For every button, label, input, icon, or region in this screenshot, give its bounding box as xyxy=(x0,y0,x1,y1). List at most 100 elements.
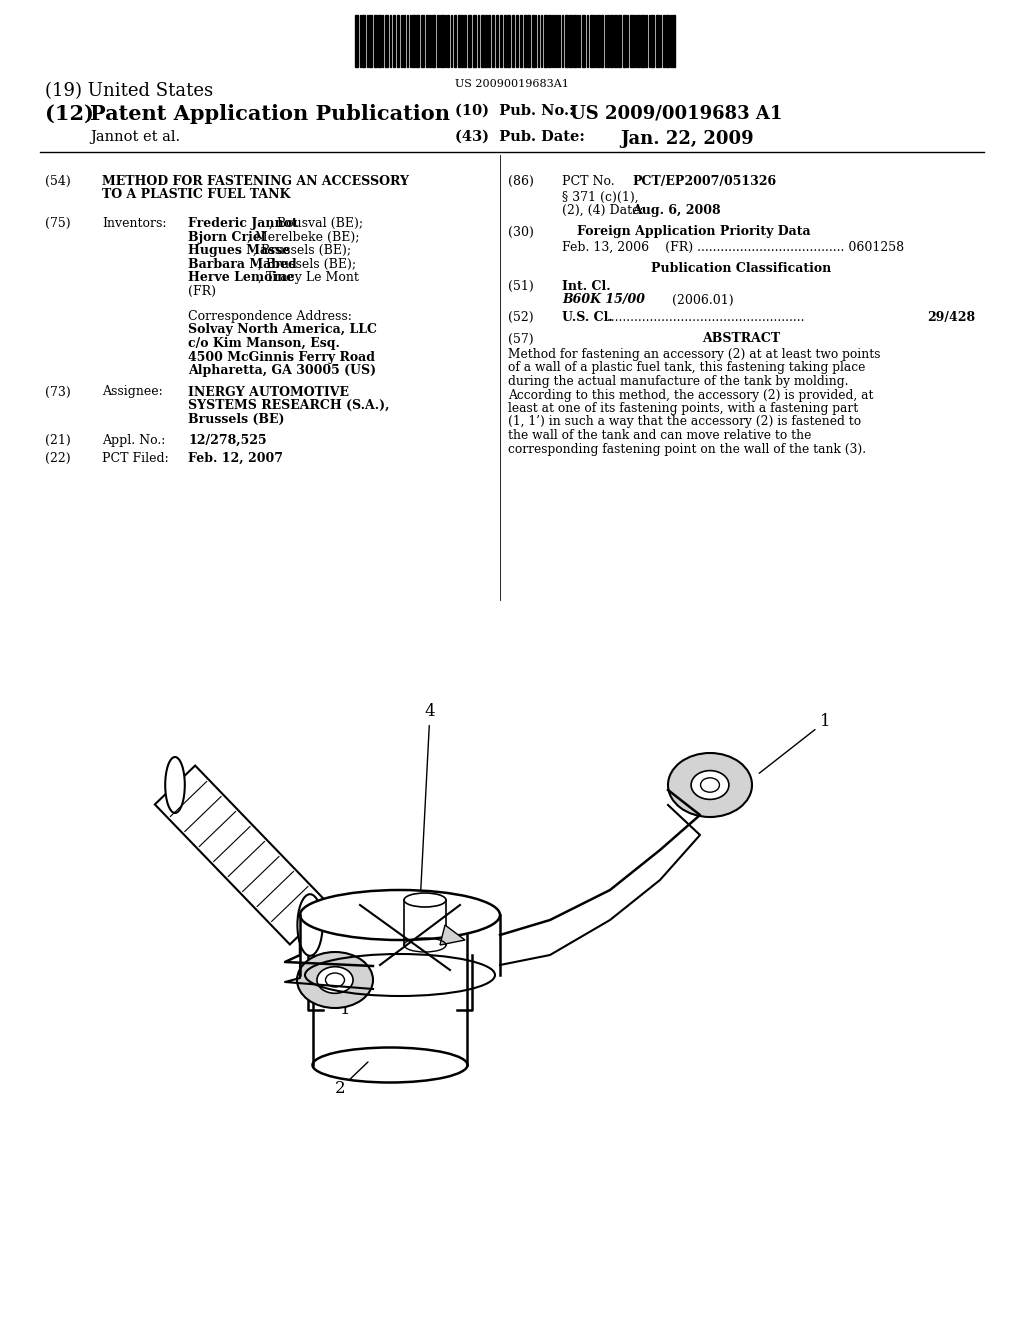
Bar xyxy=(504,15,506,67)
Text: According to this method, the accessory (2) is provided, at: According to this method, the accessory … xyxy=(508,388,873,401)
Bar xyxy=(520,15,522,67)
Text: (57): (57) xyxy=(508,333,534,346)
Bar xyxy=(426,15,428,67)
Bar xyxy=(672,15,675,67)
Bar xyxy=(369,15,372,67)
Bar xyxy=(623,15,626,67)
Text: 1: 1 xyxy=(313,991,350,1019)
Text: TO A PLASTIC FUEL TANK: TO A PLASTIC FUEL TANK xyxy=(102,189,291,202)
Ellipse shape xyxy=(404,894,446,907)
Bar xyxy=(532,15,534,67)
Text: Jannot et al.: Jannot et al. xyxy=(90,129,180,144)
Bar xyxy=(597,15,600,67)
Text: 4: 4 xyxy=(420,704,435,903)
Bar xyxy=(512,15,514,67)
Bar xyxy=(496,15,498,67)
Text: Alpharetta, GA 30005 (US): Alpharetta, GA 30005 (US) xyxy=(188,364,376,378)
Text: ....................................................: ........................................… xyxy=(604,312,806,323)
Bar xyxy=(488,15,490,67)
Bar xyxy=(641,15,644,67)
Text: Feb. 12, 2007: Feb. 12, 2007 xyxy=(188,451,283,465)
Text: (FR): (FR) xyxy=(188,285,216,297)
Text: (43)  Pub. Date:: (43) Pub. Date: xyxy=(455,129,585,144)
Text: 29/428: 29/428 xyxy=(927,312,975,323)
Text: Aug. 6, 2008: Aug. 6, 2008 xyxy=(632,205,721,216)
Bar xyxy=(492,15,494,67)
Bar xyxy=(614,15,617,67)
Ellipse shape xyxy=(300,890,500,940)
Text: (52): (52) xyxy=(508,312,534,323)
Text: (19) United States: (19) United States xyxy=(45,82,213,100)
Text: Solvay North America, LLC: Solvay North America, LLC xyxy=(188,323,377,337)
Text: US 20090019683A1: US 20090019683A1 xyxy=(455,79,569,88)
Text: the wall of the tank and can move relative to the: the wall of the tank and can move relati… xyxy=(508,429,811,442)
Bar xyxy=(421,15,424,67)
Bar xyxy=(582,15,585,67)
Bar xyxy=(385,15,388,67)
Text: Appl. No.:: Appl. No.: xyxy=(102,434,165,447)
Bar xyxy=(607,15,609,67)
Text: Barbara Mabed: Barbara Mabed xyxy=(188,257,297,271)
Text: (2006.01): (2006.01) xyxy=(672,293,733,306)
Text: Foreign Application Priority Data: Foreign Application Priority Data xyxy=(577,226,811,239)
Bar xyxy=(441,15,444,67)
Bar xyxy=(378,15,381,67)
Bar xyxy=(473,15,476,67)
Bar xyxy=(454,15,456,67)
Bar xyxy=(666,15,669,67)
Text: (12): (12) xyxy=(45,104,94,124)
Text: METHOD FOR FASTENING AN ACCESSORY: METHOD FOR FASTENING AN ACCESSORY xyxy=(102,176,409,187)
Text: Hugues Masse: Hugues Masse xyxy=(188,244,290,257)
Bar xyxy=(447,15,449,67)
Text: Publication Classification: Publication Classification xyxy=(651,263,831,276)
Text: 1: 1 xyxy=(759,713,830,774)
Bar xyxy=(464,15,466,67)
Bar xyxy=(516,15,518,67)
Bar xyxy=(618,15,621,67)
Bar xyxy=(461,15,463,67)
Bar xyxy=(374,15,377,67)
Text: during the actual manufacture of the tank by molding.: during the actual manufacture of the tan… xyxy=(508,375,849,388)
Text: (73): (73) xyxy=(45,385,71,399)
Bar xyxy=(393,15,395,67)
Text: , Brussels (BE);: , Brussels (BE); xyxy=(258,257,356,271)
Text: (22): (22) xyxy=(45,451,71,465)
Bar xyxy=(656,15,659,67)
Text: , Tracy Le Mont: , Tracy Le Mont xyxy=(258,271,359,284)
Text: U.S. Cl.: U.S. Cl. xyxy=(562,312,612,323)
Text: Feb. 13, 2006    (FR) ...................................... 0601258: Feb. 13, 2006 (FR) .....................… xyxy=(562,242,904,253)
Bar xyxy=(362,15,365,67)
Bar xyxy=(573,15,575,67)
Text: c/o Kim Manson, Esq.: c/o Kim Manson, Esq. xyxy=(188,337,340,350)
Text: Inventors:: Inventors: xyxy=(102,216,167,230)
Text: Brussels (BE): Brussels (BE) xyxy=(188,412,285,425)
Text: PCT Filed:: PCT Filed: xyxy=(102,451,169,465)
Polygon shape xyxy=(155,766,330,944)
Text: Correspondence Address:: Correspondence Address: xyxy=(188,310,352,323)
Text: (30): (30) xyxy=(508,226,534,239)
Bar xyxy=(569,15,572,67)
Text: 4500 McGinnis Ferry Road: 4500 McGinnis Ferry Road xyxy=(188,351,375,363)
Bar xyxy=(645,15,647,67)
Bar xyxy=(610,15,613,67)
Ellipse shape xyxy=(297,894,323,956)
Bar xyxy=(590,15,593,67)
Bar xyxy=(663,15,665,67)
Ellipse shape xyxy=(297,952,373,1008)
Text: US 2009/0019683 A1: US 2009/0019683 A1 xyxy=(570,104,782,121)
Text: corresponding fastening point on the wall of the tank (3).: corresponding fastening point on the wal… xyxy=(508,442,866,455)
Bar xyxy=(524,15,526,67)
Ellipse shape xyxy=(317,966,353,993)
Bar xyxy=(544,15,547,67)
Text: B60K 15/00: B60K 15/00 xyxy=(562,293,645,306)
Text: (75): (75) xyxy=(45,216,71,230)
Text: INERGY AUTOMOTIVE: INERGY AUTOMOTIVE xyxy=(188,385,349,399)
Text: (10)  Pub. No.:: (10) Pub. No.: xyxy=(455,104,574,117)
Text: Patent Application Publication: Patent Application Publication xyxy=(90,104,450,124)
Ellipse shape xyxy=(165,756,184,813)
Text: (54): (54) xyxy=(45,176,71,187)
Text: Herve Lemoine: Herve Lemoine xyxy=(188,271,294,284)
Bar xyxy=(594,15,596,67)
Ellipse shape xyxy=(312,903,468,937)
Text: Bjorn Criel: Bjorn Criel xyxy=(188,231,265,243)
